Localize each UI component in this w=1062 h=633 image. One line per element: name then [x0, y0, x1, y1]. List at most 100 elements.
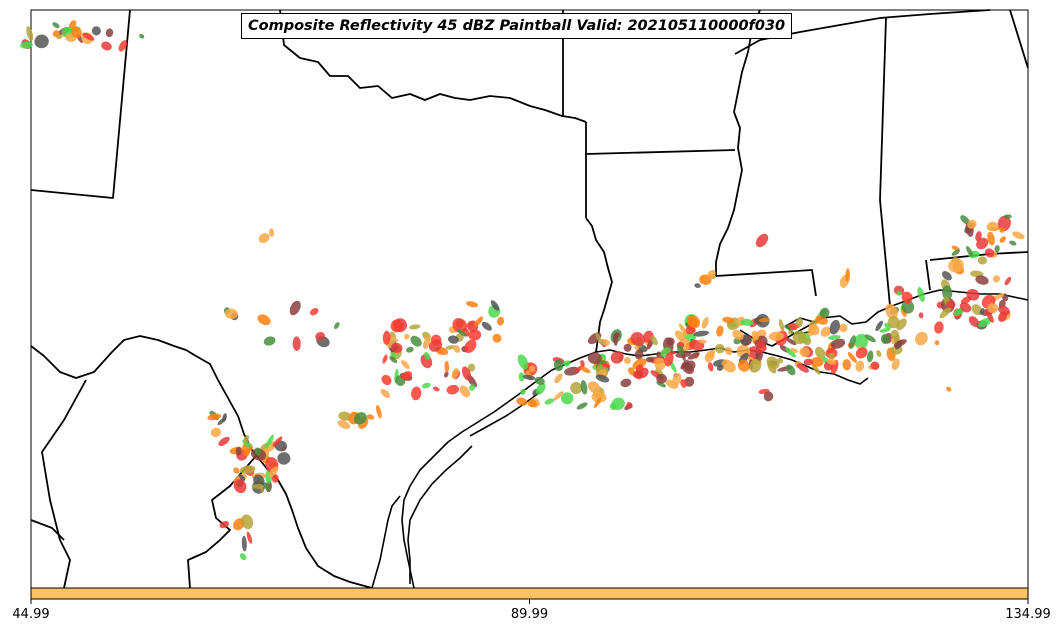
- reflectivity-blob: [338, 411, 352, 421]
- reflectivity-blob: [698, 339, 707, 344]
- boundary-mexico-state-2: [30, 519, 65, 541]
- boundary-al-ga: [1009, 9, 1029, 69]
- reflectivity-blob: [390, 319, 404, 333]
- reflectivity-blob: [445, 345, 455, 350]
- reflectivity-blob: [876, 350, 882, 358]
- reflectivity-blob: [839, 323, 848, 333]
- reflectivity-blob: [959, 302, 972, 313]
- reflectivity-blob: [975, 231, 982, 242]
- colorbar-tick-label-mid: 89.99: [510, 607, 549, 622]
- reflectivity-blob: [646, 339, 654, 350]
- reflectivity-blob: [918, 312, 924, 319]
- reflectivity-blob: [52, 30, 60, 37]
- reflectivity-blob: [257, 314, 271, 326]
- reflectivity-blob: [819, 307, 830, 318]
- reflectivity-blob: [389, 356, 398, 363]
- reflectivity-blob: [235, 446, 242, 456]
- reflectivity-blob: [400, 360, 410, 370]
- reflectivity-blob: [946, 300, 956, 309]
- reflectivity-blob: [411, 386, 422, 401]
- map-frame: [30, 9, 1029, 589]
- reflectivity-blob: [694, 283, 701, 288]
- reflectivity-blob: [239, 553, 247, 561]
- boundary-rio-grande: [30, 335, 373, 589]
- reflectivity-blob: [613, 332, 620, 339]
- reflectivity-blob: [410, 335, 422, 347]
- reflectivity-blob: [815, 315, 828, 325]
- reflectivity-blob: [758, 317, 770, 323]
- reflectivity-blob: [26, 26, 34, 42]
- reflectivity-blob: [1012, 231, 1025, 240]
- reflectivity-blob: [854, 333, 869, 350]
- reflectivity-blob: [941, 271, 952, 281]
- reflectivity-blob: [333, 322, 340, 330]
- reflectivity-blob: [807, 323, 817, 337]
- reflectivity-blob: [553, 359, 564, 372]
- reflectivity-blob: [879, 328, 891, 333]
- reflectivity-blob: [580, 366, 591, 374]
- reflectivity-blob: [451, 368, 459, 379]
- reflectivity-blob: [401, 371, 413, 381]
- reflectivity-blob: [645, 356, 655, 363]
- reflectivity-blob: [258, 233, 270, 244]
- reflectivity-blob: [946, 386, 952, 392]
- reflectivity-blob: [522, 374, 536, 381]
- reflectivity-blob: [366, 414, 375, 420]
- reflectivity-blob: [796, 317, 803, 328]
- reflectivity-blob: [891, 358, 900, 371]
- reflectivity-blob: [272, 436, 283, 447]
- reflectivity-blob: [724, 346, 733, 356]
- reflectivity-blob: [677, 344, 685, 356]
- reflectivity-blob: [101, 41, 112, 51]
- reflectivity-blob: [553, 391, 564, 401]
- reflectivity-blob: [896, 318, 907, 331]
- reflectivity-blob: [591, 391, 607, 403]
- reflectivity-blob: [468, 329, 482, 341]
- reflectivity-blob: [686, 314, 701, 329]
- boundary-ms-al: [879, 17, 891, 307]
- reflectivity-blob: [403, 333, 410, 340]
- boundary-mississippi: [715, 9, 761, 276]
- reflectivity-blob: [684, 376, 695, 387]
- reflectivity-blob: [466, 301, 478, 308]
- reflectivity-blob: [263, 482, 271, 492]
- reflectivity-blob: [867, 350, 874, 363]
- reflectivity-blob: [474, 316, 484, 327]
- boundary-tn: [734, 9, 991, 55]
- reflectivity-blob: [707, 362, 714, 372]
- reflectivity-blob: [580, 380, 588, 395]
- reflectivity-blob: [707, 269, 716, 278]
- reflectivity-blob: [518, 372, 525, 382]
- reflectivity-blob: [680, 379, 687, 388]
- colorbar-tick-label-right: 134.99: [1005, 607, 1051, 622]
- reflectivity-blob: [948, 258, 964, 273]
- reflectivity-blob: [620, 378, 632, 388]
- reflectivity-blob: [241, 514, 254, 530]
- reflectivity-blob: [380, 388, 391, 399]
- reflectivity-blob: [985, 309, 994, 323]
- reflectivity-blob: [810, 357, 824, 367]
- map-title: Composite Reflectivity 45 dBZ Paintball …: [241, 13, 793, 39]
- boundary-sabine: [585, 217, 613, 353]
- reflectivity-blob: [845, 268, 851, 283]
- reflectivity-blob: [763, 391, 774, 402]
- reflectivity-blob: [984, 248, 995, 258]
- boundary-red-river: [279, 9, 587, 123]
- reflectivity-blob: [447, 335, 459, 344]
- reflectivity-blob: [376, 404, 382, 419]
- reflectivity-blob: [561, 392, 574, 405]
- reflectivity-blob: [934, 340, 940, 346]
- boundary-nm-tx-panhandle: [30, 9, 131, 199]
- reflectivity-blob: [576, 402, 588, 410]
- reflectivity-blob: [528, 365, 536, 373]
- reflectivity-blob: [978, 317, 992, 328]
- reflectivity-blob: [118, 40, 128, 52]
- reflectivity-blob: [967, 219, 977, 229]
- reflectivity-blob: [20, 41, 33, 49]
- reflectivity-blob: [680, 359, 689, 370]
- reflectivity-blob: [634, 349, 644, 360]
- reflectivity-blob: [444, 360, 450, 373]
- reflectivity-blob: [855, 347, 868, 359]
- reflectivity-blob: [520, 388, 526, 395]
